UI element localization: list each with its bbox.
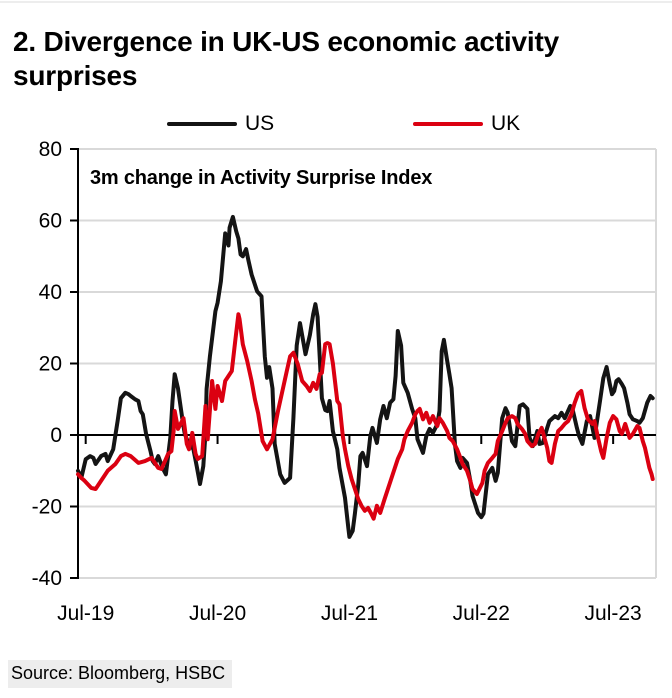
uk-line-swatch — [413, 122, 483, 126]
y-tick-label--40: -40 — [32, 567, 62, 590]
y-tick-label-80: 80 — [39, 138, 62, 161]
uk-series-line — [76, 312, 655, 521]
page-title: 2. Divergence in UK-US economic activity… — [13, 25, 559, 91]
x-tick-label-Jul-19: Jul-19 — [57, 602, 114, 625]
legend-item-us: US — [167, 111, 274, 137]
legend-label-uk: UK — [491, 112, 521, 135]
y-tick-label-20: 20 — [39, 353, 62, 376]
x-tick-label-Jul-21: Jul-21 — [321, 602, 378, 625]
y-tick-label-60: 60 — [39, 210, 62, 233]
x-tick-label-Jul-22: Jul-22 — [453, 602, 510, 625]
x-tick-label-Jul-23: Jul-23 — [585, 602, 642, 625]
legend-label-us: US — [245, 112, 275, 135]
us-line-swatch — [167, 122, 237, 126]
source-note: Source: Bloomberg, HSBC — [8, 660, 233, 688]
x-tick-label-Jul-20: Jul-20 — [189, 602, 246, 625]
legend-item-uk: UK — [413, 111, 520, 137]
y-tick-label-40: 40 — [39, 281, 62, 304]
y-tick-label--20: -20 — [32, 496, 62, 519]
us-series-line — [76, 214, 655, 539]
chart-annotation: 3m change in Activity Surprise Index — [90, 167, 433, 189]
y-tick-label-0: 0 — [50, 424, 62, 447]
top-divider — [0, 1, 672, 3]
